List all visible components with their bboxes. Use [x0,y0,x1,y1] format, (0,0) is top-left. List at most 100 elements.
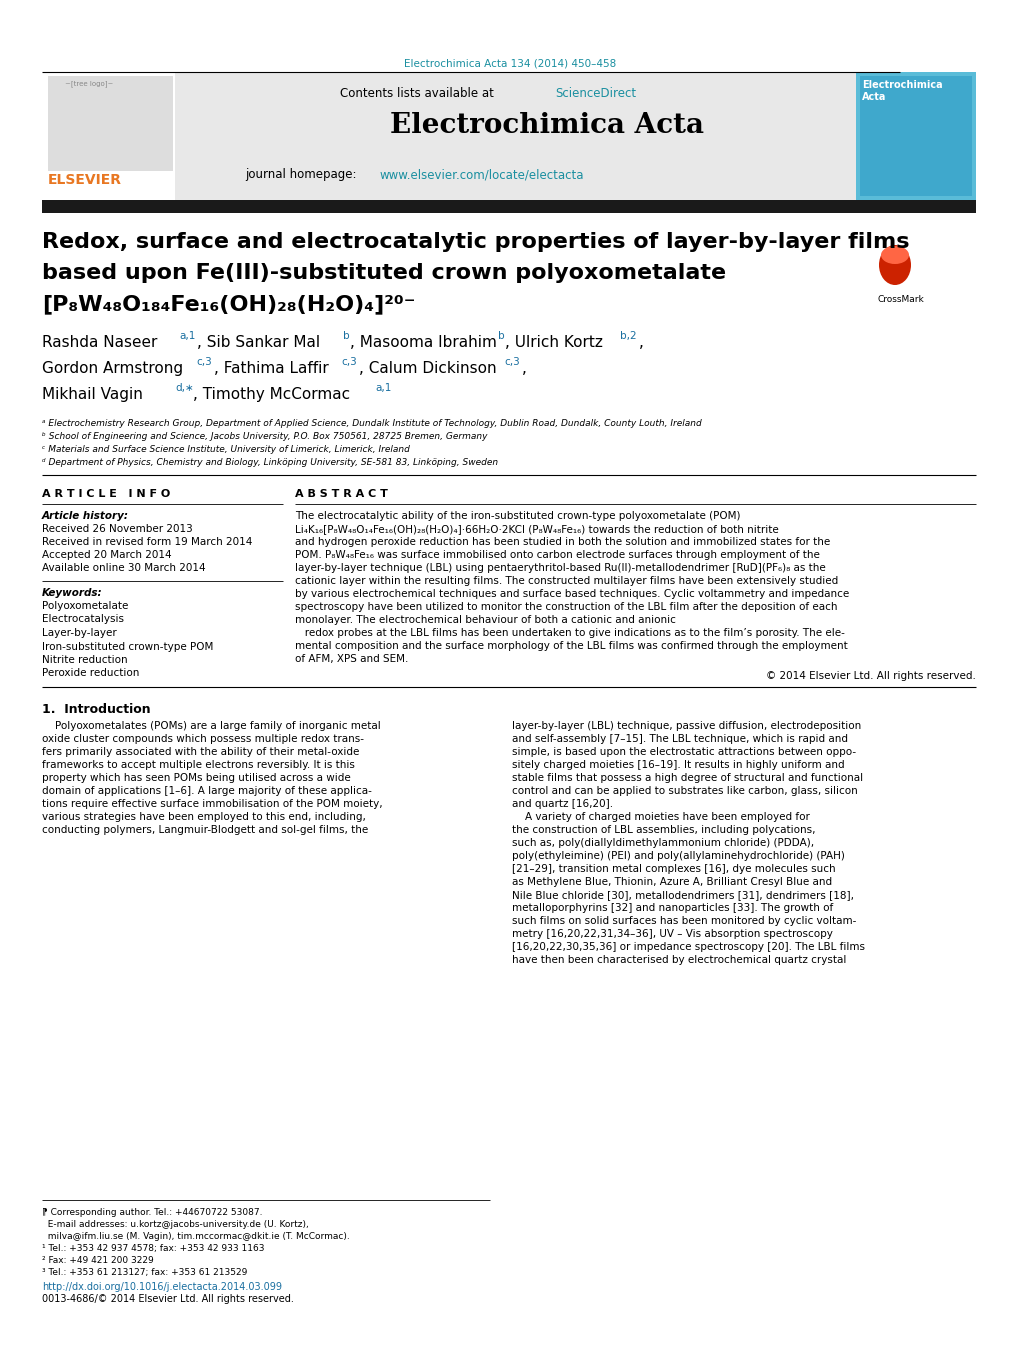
Text: milva@ifm.liu.se (M. Vagin), tim.mccormac@dkit.ie (T. McCormac).: milva@ifm.liu.se (M. Vagin), tim.mccorma… [42,1232,350,1242]
Text: CrossMark: CrossMark [877,295,924,304]
Text: frameworks to accept multiple electrons reversibly. It is this: frameworks to accept multiple electrons … [42,761,355,770]
Text: b: b [342,331,350,340]
Text: layer-by-layer technique (LBL) using pentaerythritol-based Ru(II)-metallodendrim: layer-by-layer technique (LBL) using pen… [294,563,825,573]
Text: conducting polymers, Langmuir-Blodgett and sol-gel films, the: conducting polymers, Langmuir-Blodgett a… [42,825,368,835]
Text: a,1: a,1 [178,331,196,340]
Text: various strategies have been employed to this end, including,: various strategies have been employed to… [42,812,366,821]
Text: Li₄K₁₆[P₈W₄₈O₁₄Fe₁₆(OH)₂₈(H₂O)₄]·66H₂O·2KCl (P₈W₄₈Fe₁₆) towards the reduction of: Li₄K₁₆[P₈W₄₈O₁₄Fe₁₆(OH)₂₈(H₂O)₄]·66H₂O·2… [294,524,777,534]
Bar [48,76,173,172]
Text: Polyoxometalate: Polyoxometalate [42,601,128,611]
Text: the construction of LBL assemblies, including polycations,: the construction of LBL assemblies, incl… [512,825,815,835]
Text: metry [16,20,22,31,34–36], UV – Vis absorption spectroscopy: metry [16,20,22,31,34–36], UV – Vis abso… [512,929,833,939]
Text: ³ Tel.: +353 61 213127; fax: +353 61 213529: ³ Tel.: +353 61 213127; fax: +353 61 213… [42,1269,248,1277]
Text: Peroxide reduction: Peroxide reduction [42,669,140,678]
Ellipse shape [878,245,910,285]
Text: such films on solid surfaces has been monitored by cyclic voltam-: such films on solid surfaces has been mo… [512,916,856,925]
Text: ¹ Tel.: +353 42 937 4578; fax: +353 42 933 1163: ¹ Tel.: +353 42 937 4578; fax: +353 42 9… [42,1244,264,1252]
Text: d,∗: d,∗ [175,382,194,393]
Text: have then been characterised by electrochemical quartz crystal: have then been characterised by electroc… [512,955,846,965]
Text: A B S T R A C T: A B S T R A C T [294,489,387,499]
Text: ᶜ Materials and Surface Science Institute, University of Limerick, Limerick, Ire: ᶜ Materials and Surface Science Institut… [42,444,410,454]
Text: Iron-substituted crown-type POM: Iron-substituted crown-type POM [42,642,213,651]
Text: E-mail addresses: u.kortz@jacobs-university.de (U. Kortz),: E-mail addresses: u.kortz@jacobs-univers… [42,1220,309,1229]
Text: control and can be applied to substrates like carbon, glass, silicon: control and can be applied to substrates… [512,786,857,796]
Text: 1.  Introduction: 1. Introduction [42,703,151,716]
Text: redox probes at the LBL films has been undertaken to give indications as to the : redox probes at the LBL films has been u… [294,628,844,638]
Text: ᵈ Department of Physics, Chemistry and Biology, Linköping University, SE-581 83,: ᵈ Department of Physics, Chemistry and B… [42,458,497,467]
Text: stable films that possess a high degree of structural and functional: stable films that possess a high degree … [512,773,862,784]
Text: property which has seen POMs being utilised across a wide: property which has seen POMs being utili… [42,773,351,784]
Text: Nile Blue chloride [30], metallodendrimers [31], dendrimers [18],: Nile Blue chloride [30], metallodendrime… [512,890,853,900]
Text: ⁋ Corresponding author. Tel.: +44670722 53087.: ⁋ Corresponding author. Tel.: +44670722 … [42,1208,262,1217]
Text: POM. P₈W₄₈Fe₁₆ was surface immobilised onto carbon electrode surfaces through em: POM. P₈W₄₈Fe₁₆ was surface immobilised o… [294,550,819,561]
Text: ᵇ School of Engineering and Science, Jacobs University, P.O. Box 750561, 28725 B: ᵇ School of Engineering and Science, Jac… [42,432,487,440]
Text: domain of applications [1–6]. A large majority of these applica-: domain of applications [1–6]. A large ma… [42,786,372,796]
Text: Electrochimica Acta: Electrochimica Acta [389,112,703,139]
Text: , Sib Sankar Mal: , Sib Sankar Mal [197,335,320,350]
Text: metalloporphyrins [32] and nanoparticles [33]. The growth of: metalloporphyrins [32] and nanoparticles… [512,902,833,913]
Text: Nitrite reduction: Nitrite reduction [42,655,127,665]
Text: Polyoxometalates (POMs) are a large family of inorganic metal: Polyoxometalates (POMs) are a large fami… [42,721,380,731]
Text: Electrochimica
Acta: Electrochimica Acta [861,80,942,103]
Text: Keywords:: Keywords: [42,588,103,598]
Text: ~[tree logo]~: ~[tree logo]~ [65,80,113,86]
Ellipse shape [880,246,908,263]
Text: c,3: c,3 [503,357,520,367]
Text: fers primarily associated with the ability of their metal-oxide: fers primarily associated with the abili… [42,747,359,757]
Text: Article history:: Article history: [42,511,128,521]
Bar [859,76,971,196]
Text: simple, is based upon the electrostatic attractions between oppo-: simple, is based upon the electrostatic … [512,747,855,757]
Text: mental composition and the surface morphology of the LBL films was confirmed thr: mental composition and the surface morph… [294,640,847,651]
Bar [42,72,175,200]
Text: , Timothy McCormac: , Timothy McCormac [193,386,350,403]
Text: and self-assembly [7–15]. The LBL technique, which is rapid and: and self-assembly [7–15]. The LBL techni… [512,734,847,744]
Text: poly(ethyleimine) (PEI) and poly(allylaminehydrochloride) (PAH): poly(ethyleimine) (PEI) and poly(allylam… [512,851,844,861]
Text: Received in revised form 19 March 2014: Received in revised form 19 March 2014 [42,536,252,547]
Text: c,3: c,3 [196,357,212,367]
Text: Rashda Naseer: Rashda Naseer [42,335,157,350]
Text: tions require effective surface immobilisation of the POM moiety,: tions require effective surface immobili… [42,798,382,809]
Text: layer-by-layer (LBL) technique, passive diffusion, electrodeposition: layer-by-layer (LBL) technique, passive … [512,721,860,731]
Text: ELSEVIER: ELSEVIER [48,173,122,186]
Text: based upon Fe(III)-substituted crown polyoxometalate: based upon Fe(III)-substituted crown pol… [42,263,726,282]
Text: ,: , [522,361,527,376]
Bar [42,200,975,213]
Text: [21–29], transition metal complexes [16], dye molecules such: [21–29], transition metal complexes [16]… [512,865,835,874]
Text: Gordon Armstrong: Gordon Armstrong [42,361,183,376]
Text: Accepted 20 March 2014: Accepted 20 March 2014 [42,550,171,561]
Text: Mikhail Vagin: Mikhail Vagin [42,386,143,403]
Text: as Methylene Blue, Thionin, Azure A, Brilliant Cresyl Blue and: as Methylene Blue, Thionin, Azure A, Bri… [512,877,832,888]
Text: © 2014 Elsevier Ltd. All rights reserved.: © 2014 Elsevier Ltd. All rights reserved… [765,671,975,681]
Text: [16,20,22,30,35,36] or impedance spectroscopy [20]. The LBL films: [16,20,22,30,35,36] or impedance spectro… [512,942,864,952]
Text: Electrochimica Acta 134 (2014) 450–458: Electrochimica Acta 134 (2014) 450–458 [404,58,615,68]
Bar [42,72,899,200]
Text: cationic layer within the resulting films. The constructed multilayer films have: cationic layer within the resulting film… [294,576,838,586]
Text: Received 26 November 2013: Received 26 November 2013 [42,524,193,534]
Text: ,: , [638,335,643,350]
Text: oxide cluster compounds which possess multiple redox trans-: oxide cluster compounds which possess mu… [42,734,364,744]
Text: , Calum Dickinson: , Calum Dickinson [359,361,496,376]
Text: Available online 30 March 2014: Available online 30 March 2014 [42,563,206,573]
Text: and hydrogen peroxide reduction has been studied in both the solution and immobi: and hydrogen peroxide reduction has been… [294,536,829,547]
Text: [P₈W₄₈O₁₈₄Fe₁₆(OH)₂₈(H₂O)₄]²⁰⁻: [P₈W₄₈O₁₈₄Fe₁₆(OH)₂₈(H₂O)₄]²⁰⁻ [42,295,415,313]
Text: c,3: c,3 [340,357,357,367]
Text: of AFM, XPS and SEM.: of AFM, XPS and SEM. [294,654,408,663]
Text: ² Fax: +49 421 200 3229: ² Fax: +49 421 200 3229 [42,1256,154,1265]
Text: The electrocatalytic ability of the iron-substituted crown-type polyoxometalate : The electrocatalytic ability of the iron… [294,511,740,521]
Text: sitely charged moieties [16–19]. It results in highly uniform and: sitely charged moieties [16–19]. It resu… [512,761,844,770]
Text: www.elsevier.com/locate/electacta: www.elsevier.com/locate/electacta [380,168,584,181]
Text: A R T I C L E   I N F O: A R T I C L E I N F O [42,489,170,499]
Text: 0013-4686/© 2014 Elsevier Ltd. All rights reserved.: 0013-4686/© 2014 Elsevier Ltd. All right… [42,1294,293,1304]
Text: Layer-by-layer: Layer-by-layer [42,628,116,638]
Text: , Fathima Laffir: , Fathima Laffir [214,361,328,376]
Text: b: b [497,331,504,340]
Text: and quartz [16,20].: and quartz [16,20]. [512,798,612,809]
Text: http://dx.doi.org/10.1016/j.electacta.2014.03.099: http://dx.doi.org/10.1016/j.electacta.20… [42,1282,281,1292]
Text: monolayer. The electrochemical behaviour of both a cationic and anionic: monolayer. The electrochemical behaviour… [294,615,676,626]
Text: , Masooma Ibrahim: , Masooma Ibrahim [350,335,496,350]
Text: , Ulrich Kortz: , Ulrich Kortz [504,335,602,350]
Text: Contents lists available at: Contents lists available at [339,86,497,100]
Text: A variety of charged moieties have been employed for: A variety of charged moieties have been … [512,812,809,821]
Text: journal homepage:: journal homepage: [245,168,360,181]
Text: a,1: a,1 [375,382,391,393]
